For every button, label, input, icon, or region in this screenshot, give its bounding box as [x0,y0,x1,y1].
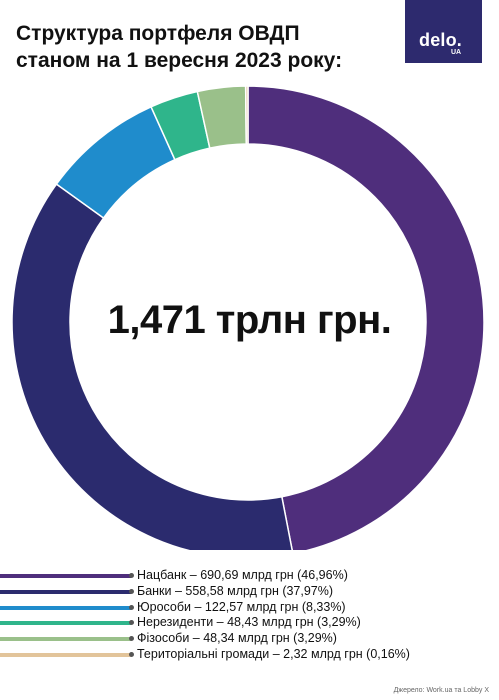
legend-label: Банки – 558,58 млрд грн (37,97%) [137,583,334,598]
legend-item: Нацбанк – 690,69 млрд грн (46,96%) [0,568,499,584]
legend-swatch [0,605,131,610]
legend-item: Нерезиденти – 48,43 млрд грн (3,29%) [0,615,499,631]
legend-bullet [129,636,134,642]
legend-item: Фізособи – 48,34 млрд грн (3,29%) [0,631,499,647]
title-line-2: станом на 1 вересня 2023 року: [16,49,343,72]
legend-swatch [0,621,131,626]
chart-title: Структура портфеля ОВДП станом на 1 вере… [16,20,396,74]
legend-bullet [129,588,134,594]
legend-swatch [0,637,131,642]
legend-label: Нацбанк – 690,69 млрд грн (46,96%) [137,568,348,582]
source-note: Джерело: Work.ua та Lobby X [393,687,489,694]
donut-chart [11,85,485,550]
chart-legend: Нацбанк – 690,69 млрд грн (46,96%) Банки … [0,568,499,663]
legend-swatch [0,574,131,578]
legend-label: Юрособи – 122,57 млрд грн (8,33%) [137,599,346,614]
legend-swatch [0,652,131,657]
legend-label: Нерезиденти – 48,43 млрд грн (3,29%) [137,615,361,630]
delo-logo: delo. UA [405,0,482,63]
legend-item: Банки – 558,58 млрд грн (37,97%) [0,584,499,600]
legend-label: Територіальні громади – 2,32 млрд грн (0… [137,646,410,661]
logo-brand: delo. [419,30,463,50]
legend-bullet [129,620,134,626]
legend-swatch [0,589,131,594]
donut-slice-1 [247,85,485,550]
legend-bullet [129,651,134,657]
logo-sub: UA [451,49,462,56]
total-label: 1,471 трлн грн. [107,298,392,342]
legend-label: Фізособи – 48,34 млрд грн (3,29%) [137,631,337,646]
donut-slice-2 [11,183,293,550]
legend-bullet [129,604,134,610]
legend-bullet [129,573,134,578]
legend-item: Юрособи – 122,57 млрд грн (8,33%) [0,600,499,616]
title-line-1: Структура портфеля ОВДП [16,22,300,45]
donut-slice-6 [244,85,249,145]
legend-item: Територіальні громади – 2,32 млрд грн (0… [0,647,499,663]
